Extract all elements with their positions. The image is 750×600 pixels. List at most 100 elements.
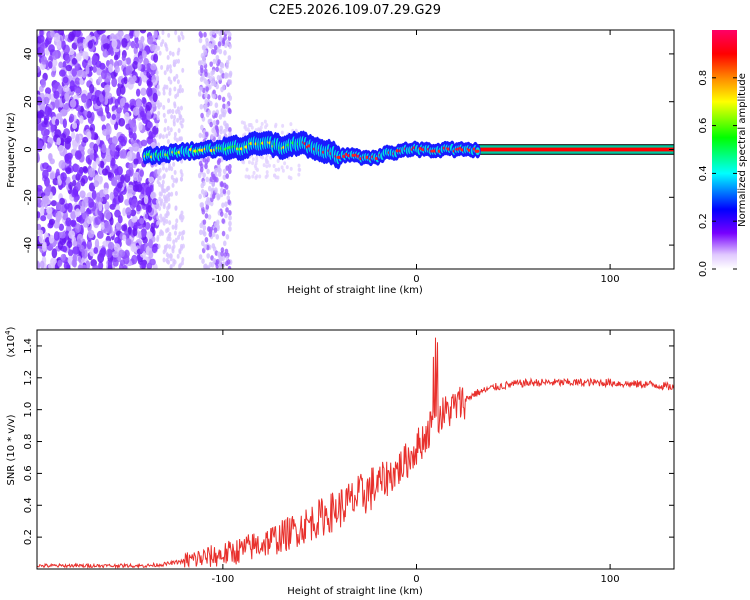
noise-blob <box>157 91 161 97</box>
noise-blob <box>101 168 109 176</box>
noise-blob <box>287 175 291 180</box>
spectrogram-x-tick-label: 0 <box>413 274 419 285</box>
noise-blob <box>224 103 229 110</box>
noise-blob <box>169 264 173 269</box>
noise-blob <box>203 31 207 38</box>
noise-blob <box>112 259 119 267</box>
noise-blob <box>37 65 41 73</box>
noise-blob <box>131 254 138 265</box>
noise-blob <box>48 218 55 226</box>
noise-blob <box>217 171 222 178</box>
noise-blob <box>167 233 171 239</box>
colorbar-tick-label: 0.8 <box>698 70 709 86</box>
noise-blob <box>202 231 207 237</box>
noise-blob <box>86 99 91 109</box>
noise-blob <box>68 181 73 190</box>
noise-blob <box>166 109 170 115</box>
noise-blob <box>200 202 205 208</box>
noise-blob <box>90 259 97 267</box>
noise-blob <box>81 249 88 259</box>
noise-blob <box>228 131 232 138</box>
noise-blob <box>37 139 42 149</box>
noise-blob <box>211 30 216 36</box>
noise-blob <box>108 64 114 73</box>
snr-frame <box>36 329 675 570</box>
noise-blob <box>216 193 220 199</box>
noise-blob <box>37 211 41 219</box>
ridge-core-blob <box>474 149 480 153</box>
noise-blob <box>182 229 186 235</box>
noise-blob <box>228 43 232 49</box>
noise-blob <box>132 60 139 70</box>
noise-blob <box>59 203 66 213</box>
noise-blob <box>93 143 99 154</box>
noise-blob <box>220 250 224 257</box>
noise-blob <box>198 37 203 44</box>
noise-blob <box>93 247 99 254</box>
noise-blob <box>214 112 218 119</box>
noise-blob <box>73 164 80 172</box>
noise-blob <box>218 114 223 120</box>
noise-blob <box>91 189 97 200</box>
noise-blob <box>259 125 263 130</box>
noise-blob <box>113 243 121 252</box>
noise-blob <box>222 174 227 181</box>
noise-blob <box>225 234 230 240</box>
noise-blob <box>131 216 138 223</box>
noise-blob <box>167 192 171 198</box>
spectrogram-y-tick-label: -40 <box>23 237 34 253</box>
noise-blob <box>125 66 130 76</box>
noise-blob <box>60 133 67 143</box>
spectrogram-y-tick-label: 40 <box>23 48 34 61</box>
noise-blob <box>159 200 163 206</box>
noise-blob <box>162 173 166 179</box>
noise-blob <box>155 199 159 205</box>
noise-blob <box>280 130 284 135</box>
noise-blob <box>265 160 269 165</box>
noise-blob <box>113 187 119 197</box>
noise-blob <box>100 69 107 80</box>
noise-blob <box>68 47 75 56</box>
noise-blob <box>90 130 95 141</box>
noise-blob <box>125 237 132 246</box>
noise-blob <box>220 181 224 187</box>
noise-blob <box>243 124 247 129</box>
noise-blob <box>118 249 126 258</box>
noise-blob <box>79 244 85 252</box>
noise-blob <box>114 65 120 74</box>
noise-blob <box>163 84 167 90</box>
noise-blob <box>264 125 268 130</box>
noise-blob <box>169 253 173 259</box>
noise-blob <box>59 69 66 77</box>
noise-blob <box>251 161 255 166</box>
noise-blob <box>146 86 153 97</box>
noise-blob <box>219 61 224 68</box>
snr-y-label: SNR (10 * v/v) <box>6 414 17 485</box>
snr-series-line <box>37 337 674 569</box>
noise-blob <box>44 186 51 197</box>
noise-blob <box>102 49 109 58</box>
noise-blob <box>97 76 103 83</box>
noise-blob <box>121 224 128 232</box>
noise-blob <box>289 166 293 171</box>
noise-blob <box>170 114 174 120</box>
noise-blob <box>136 204 141 212</box>
noise-blob <box>227 92 231 98</box>
noise-blob <box>215 83 219 90</box>
noise-blob <box>147 80 153 88</box>
noise-blob <box>209 100 213 107</box>
noise-blob <box>60 172 67 182</box>
noise-blob <box>170 174 174 180</box>
noise-blob <box>165 228 169 234</box>
noise-blob <box>173 169 177 175</box>
noise-blob <box>221 111 225 117</box>
noise-blob <box>116 111 121 119</box>
noise-blob <box>77 264 83 269</box>
noise-blob <box>174 178 178 184</box>
noise-blob <box>120 138 127 147</box>
noise-blob <box>156 75 160 81</box>
noise-blob <box>115 221 122 230</box>
noise-blob <box>138 55 144 64</box>
noise-blob <box>132 75 137 82</box>
noise-blob <box>46 165 52 173</box>
